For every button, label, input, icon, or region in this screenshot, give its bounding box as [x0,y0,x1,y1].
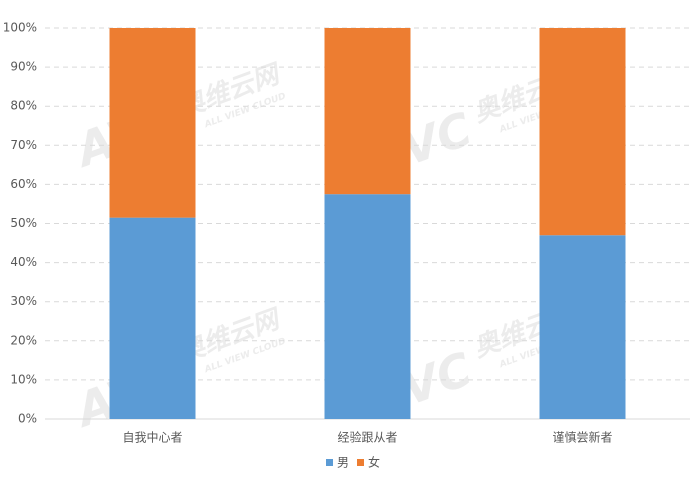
y-tick-label: 20% [10,333,37,347]
y-tick-label: 60% [10,177,37,191]
legend-swatch [357,459,364,466]
bar-segment [109,28,196,218]
bar-segment [539,235,626,419]
y-tick-label: 50% [10,216,37,230]
y-tick-label: 0% [18,412,37,426]
legend-swatch [326,459,333,466]
y-tick-label: 100% [3,21,37,35]
bar-segment [109,217,196,419]
y-tick-label: 40% [10,255,37,269]
x-tick-label: 谨慎尝新者 [552,430,612,445]
x-tick-label: 经验跟从者 [337,430,397,445]
y-tick-label: 90% [10,60,37,74]
bar-segment [324,194,411,419]
legend-label: 男 [337,456,349,470]
y-tick-label: 30% [10,294,37,308]
x-tick-label: 自我中心者 [122,430,182,445]
bar-segment [539,28,626,236]
legend-label: 女 [368,455,380,470]
y-tick-label: 70% [10,138,37,152]
bar-segment [324,28,411,195]
y-tick-label: 10% [10,372,37,386]
y-tick-label: 80% [10,99,37,113]
